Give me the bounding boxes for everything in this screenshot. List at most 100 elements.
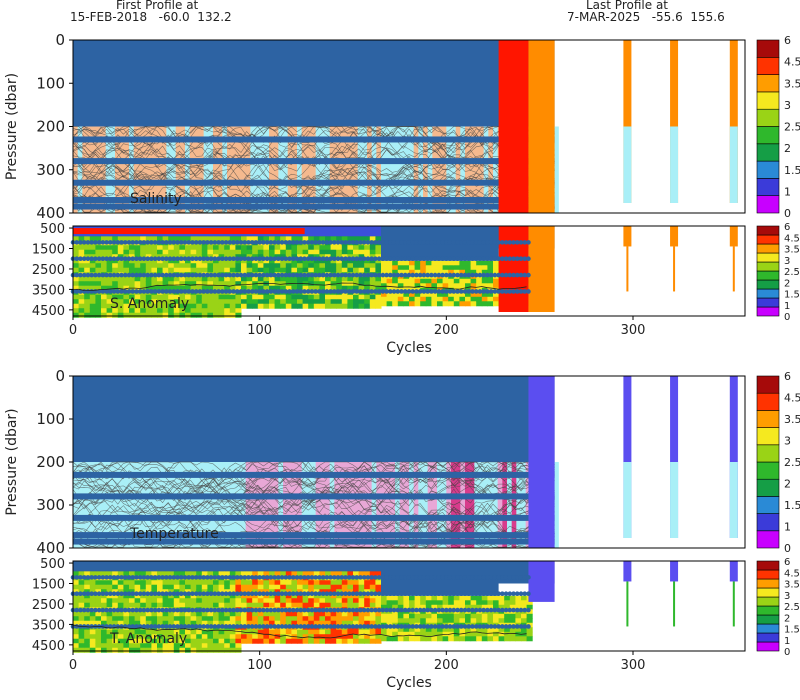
anomaly-cell — [95, 638, 102, 644]
level-dot — [208, 289, 214, 294]
level-dot — [242, 591, 248, 597]
anomaly-cell — [414, 636, 421, 642]
colorbar-label: 1 — [784, 636, 790, 647]
anomaly-cell — [336, 629, 343, 635]
level-dot — [164, 575, 169, 580]
anomaly-cell — [269, 584, 276, 590]
anomaly-cell — [498, 618, 505, 624]
anomaly-cell — [123, 598, 130, 604]
anomaly-cell — [134, 312, 141, 318]
anomaly-cell — [235, 294, 242, 300]
anomaly-cell — [134, 602, 141, 608]
level-dot — [156, 289, 162, 294]
anomaly-cell — [201, 285, 208, 291]
profile-cell — [287, 126, 293, 213]
pressure-band — [73, 158, 555, 165]
level-dot — [369, 591, 374, 597]
level-dot — [227, 624, 233, 629]
anomaly-cell — [201, 629, 208, 635]
anomaly-cell — [252, 629, 259, 635]
level-dot — [257, 272, 262, 278]
anomaly-cell — [173, 620, 180, 626]
anomaly-cell — [89, 312, 96, 318]
anomaly-cell — [101, 294, 108, 300]
contour-line — [72, 469, 555, 548]
anomaly-cell — [481, 283, 488, 289]
level-dot — [358, 591, 363, 597]
level-dot — [111, 240, 117, 245]
anomaly-cell — [162, 647, 169, 653]
anomaly-cell — [381, 613, 388, 619]
level-dot — [313, 256, 318, 262]
level-dot — [100, 591, 106, 597]
level-dot — [141, 272, 147, 278]
anomaly-cell — [162, 571, 169, 577]
anomaly-cell — [134, 294, 141, 300]
anomaly-cell — [101, 267, 108, 273]
level-dot — [290, 624, 296, 629]
level-dot — [522, 256, 528, 262]
anomaly-cell — [84, 236, 91, 242]
anomaly-cell — [241, 571, 248, 577]
level-dot — [201, 607, 206, 613]
level-dot — [421, 289, 427, 294]
anomaly-cell — [392, 627, 399, 633]
isolated-profile — [670, 376, 679, 538]
anomaly-cell — [140, 620, 147, 626]
anomaly-cell — [358, 571, 365, 577]
level-dot — [503, 624, 509, 629]
anomaly-cell — [325, 611, 332, 617]
anomaly-cell — [123, 584, 130, 590]
level-dot — [335, 575, 341, 580]
anomaly-cell — [252, 267, 259, 273]
anomaly-cell — [353, 263, 360, 269]
anomaly-cell — [173, 611, 180, 617]
anomaly-cell — [257, 254, 264, 260]
anomaly-cell — [134, 308, 141, 314]
level-dot — [223, 607, 229, 613]
anomaly-cell — [269, 249, 276, 255]
anomaly-cell — [269, 236, 276, 242]
anomaly-cell — [515, 604, 522, 610]
level-dot — [507, 575, 513, 580]
anomaly-cell — [375, 616, 382, 622]
anomaly-cell — [358, 276, 365, 282]
level-dot — [361, 272, 367, 278]
anomaly-cell — [213, 629, 220, 635]
level-dot — [272, 591, 277, 597]
anomaly-cell — [420, 283, 427, 289]
anomaly-cell — [84, 312, 91, 318]
anomaly-cell — [246, 258, 253, 264]
anomaly-cell — [453, 292, 460, 298]
level-dot — [369, 240, 374, 245]
anomaly-cell — [257, 571, 264, 577]
anomaly-cell — [201, 571, 208, 577]
anomaly-cell — [123, 647, 130, 653]
level-dot — [190, 272, 195, 278]
anomaly-cell — [397, 636, 404, 642]
anomaly-cell — [101, 303, 108, 309]
anomaly-cell — [481, 631, 488, 637]
anomaly-cell — [201, 580, 208, 586]
anomaly-cell — [213, 312, 220, 318]
anomaly-cell — [347, 638, 354, 644]
anomaly-cell — [437, 292, 444, 298]
level-dot — [130, 624, 136, 629]
level-dot — [156, 256, 162, 262]
first-profile-label: First Profile at — [116, 0, 199, 12]
anomaly-cell — [78, 598, 85, 604]
anomaly-cell — [134, 643, 141, 649]
anomaly-cell — [196, 285, 203, 291]
level-dot — [466, 624, 472, 629]
level-dot — [182, 272, 188, 278]
anomaly-cell — [392, 292, 399, 298]
level-dot — [414, 607, 419, 613]
anomaly-cell — [442, 613, 449, 619]
level-dot — [492, 272, 498, 278]
anomaly-cell — [213, 267, 220, 273]
anomaly-cell — [263, 303, 270, 309]
anomaly-cell — [134, 281, 141, 287]
anomaly-cell — [196, 308, 203, 314]
anomaly-cell — [157, 285, 164, 291]
